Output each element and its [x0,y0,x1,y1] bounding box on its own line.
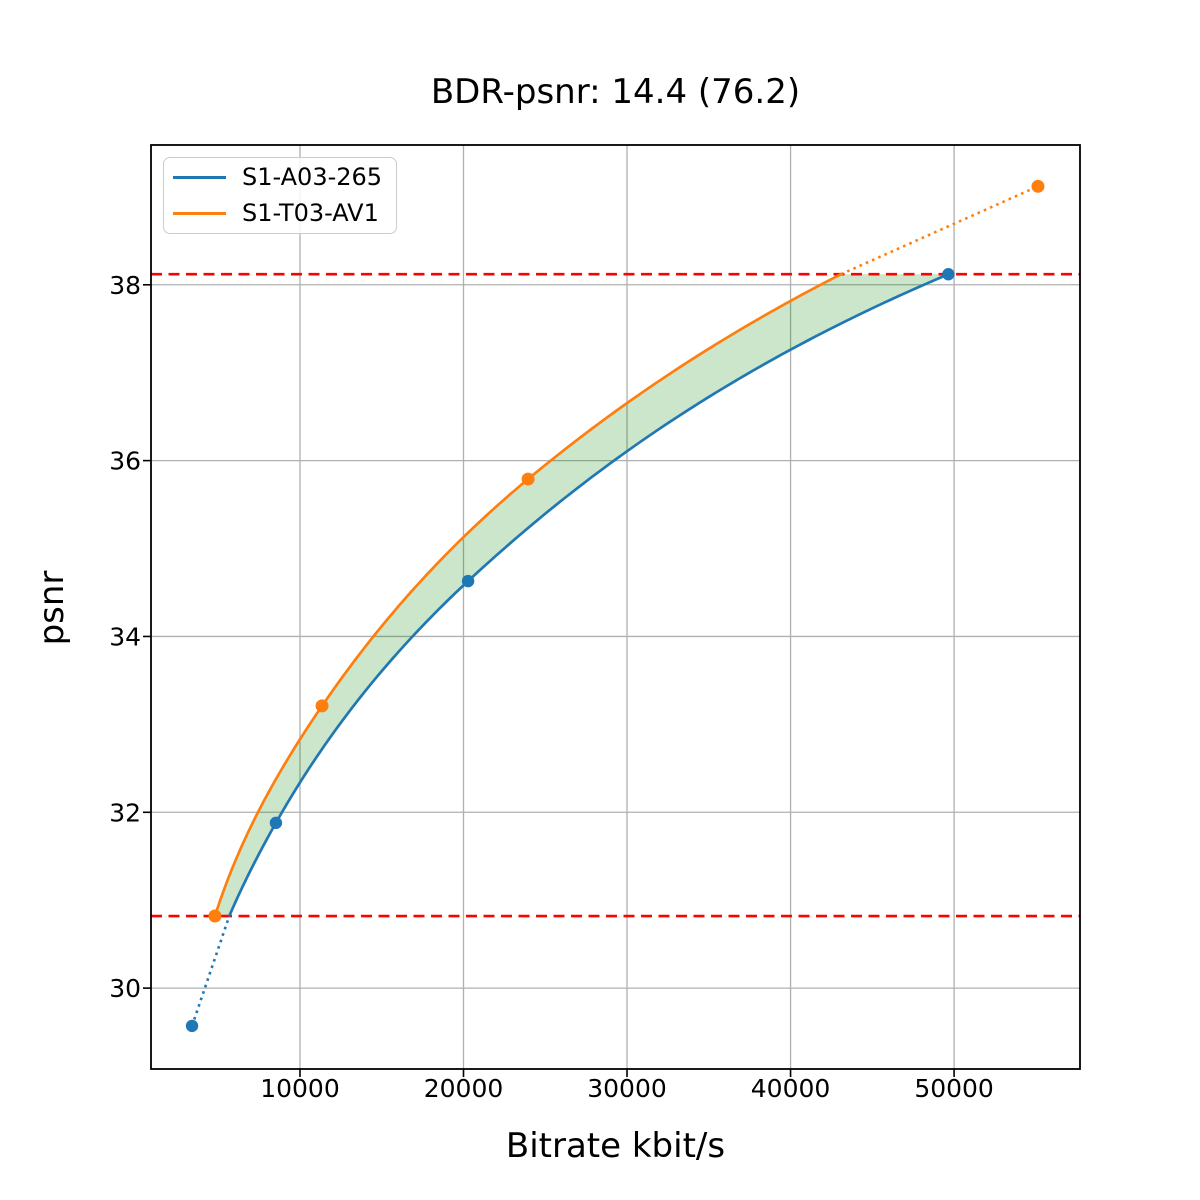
x-tick-label: 20000 [424,1074,504,1103]
data-point-marker [1031,179,1045,193]
series-orange-dotted-extension [840,185,1039,276]
x-tick-label: 30000 [587,1074,667,1103]
series-blue-dotted-extension [190,915,231,1027]
bd-area-fill [214,274,949,917]
axes-spines [150,144,1081,1070]
data-point-marker [185,1019,199,1033]
x-axis-label: Bitrate kbit/s [505,1126,726,1166]
data-point-marker [521,472,535,486]
data-point-marker [208,909,222,923]
y-tick-label: 30 [109,974,141,1003]
x-tick-label: 10000 [260,1074,340,1103]
y-axis-label: psnr [32,570,72,646]
x-tick-label: 50000 [914,1074,994,1103]
legend-line-sample-orange [173,211,226,215]
chart-title: BDR-psnr: 14.4 (76.2) [430,72,801,112]
series-blue-curve [228,272,949,917]
x-tick-label: 40000 [751,1074,831,1103]
legend-entry-s1-a03-265: S1-A03-265 [164,159,396,195]
y-tick-label: 36 [109,447,141,476]
overlap-bound-lines [151,272,1080,918]
legend-label: S1-T03-AV1 [242,199,379,227]
data-point-marker [269,816,283,830]
legend-entry-s1-t03-av1: S1-T03-AV1 [164,195,396,231]
data-point-marker [942,268,955,281]
series-orange-curve [213,273,842,917]
y-tick-label: 38 [109,271,141,300]
legend-line-sample-blue [173,175,226,179]
legend: S1-A03-265 S1-T03-AV1 [163,157,397,234]
data-point-markers [185,179,1045,1033]
data-point-marker [461,574,475,588]
y-tick-label: 32 [109,798,141,827]
axis-ticks: 10000 20000 30000 40000 50000 30 32 34 36 38 [109,271,994,1103]
data-point-marker [315,699,329,713]
y-tick-label: 34 [109,622,141,651]
gridlines [151,145,1080,1069]
legend-label: S1-A03-265 [242,163,383,191]
